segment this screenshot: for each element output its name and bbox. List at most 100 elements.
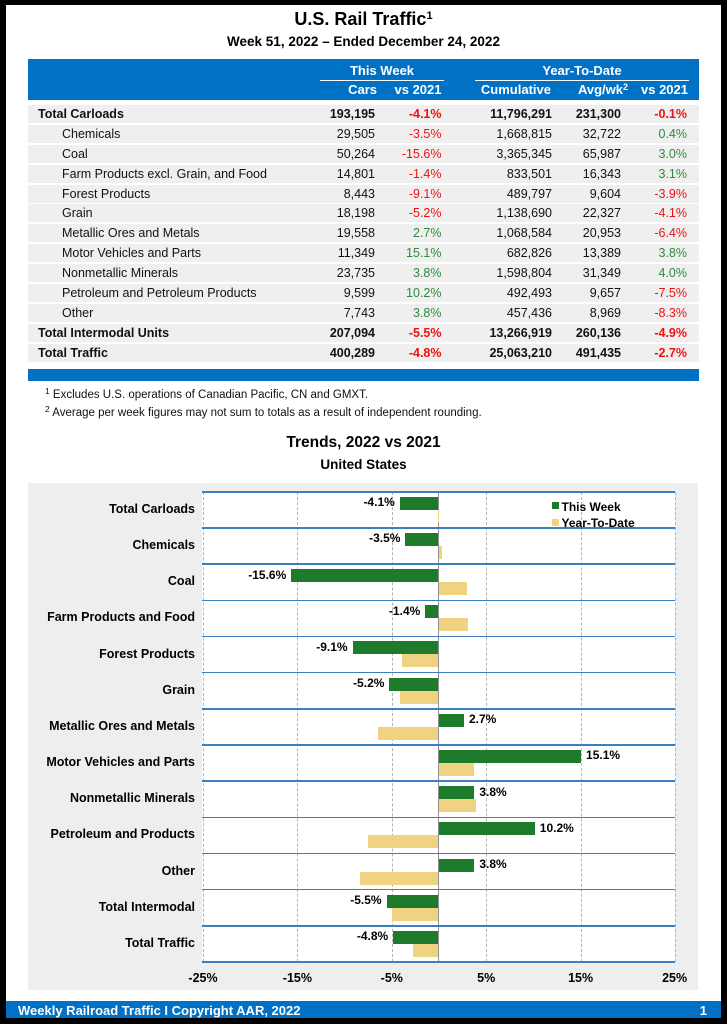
group-underline-this-week [320, 79, 444, 81]
row-value: 682,826 [506, 246, 552, 261]
page-title: U.S. Rail Traffic1 [0, 9, 727, 30]
row-value: 3.0% [658, 146, 688, 161]
row-value: 457,436 [506, 306, 552, 321]
bar-year-to-date [392, 907, 439, 921]
table-row: Other 7,743 3.8% 457,436 8,969 -8.3% [28, 304, 699, 323]
row-value: 8,443 [343, 186, 375, 201]
footer-bar: Weekly Railroad Traffic I Copyright AAR,… [6, 1001, 721, 1018]
category-separator [202, 671, 675, 674]
row-value: 25,063,210 [489, 346, 552, 361]
gridline-5% [486, 492, 488, 962]
row-value: 7,743 [343, 306, 375, 321]
bar-this-week [438, 786, 475, 800]
row-value: -3.9% [654, 186, 687, 201]
row-label: Nonmetallic Minerals [62, 266, 179, 281]
page-title-text: U.S. Rail Traffic [294, 9, 427, 29]
table-row: Forest Products 8,443 -9.1% 489,797 9,604 -3.… [28, 184, 699, 203]
table-bottom-bar [28, 369, 699, 382]
gridline-15% [580, 492, 582, 962]
page-subtitle: Week 51, 2022 – Ended December 24, 2022 [227, 34, 500, 49]
row-value: 1,138,690 [496, 206, 552, 221]
bar-this-week [386, 894, 439, 908]
chart-category-label: Total Traffic [125, 935, 195, 950]
footer-page-number: 1 [699, 1002, 707, 1018]
bar-this-week [405, 532, 439, 546]
legend-label-year-to-date: Year-To-Date [561, 516, 635, 531]
category-separator [202, 780, 675, 782]
bar-year-to-date [360, 871, 439, 885]
bar-year-to-date [401, 654, 439, 668]
row-value: -4.9% [654, 326, 687, 341]
row-value: -9.1% [408, 186, 442, 201]
row-value: -4.1% [654, 206, 687, 221]
chart-category-label: Nonmetallic Minerals [69, 791, 195, 806]
chart-category-label: Chemicals [132, 538, 195, 553]
chart-category-label: Grain [162, 682, 195, 697]
table-row: Motor Vehicles and Parts 11,349 15.1% 682,8… [28, 244, 699, 263]
category-separator [202, 816, 675, 819]
category-separator [202, 925, 675, 927]
table-row: Nonmetallic Minerals 23,735 3.8% 1,598,804 3… [28, 264, 699, 283]
row-value: 1,598,804 [496, 266, 552, 281]
chart-category-label: Farm Products and Food [47, 610, 195, 625]
gridline--25% [203, 492, 204, 962]
bar-value-label: 15.1% [586, 748, 621, 763]
bar-value-label: -5.5% [350, 893, 382, 908]
table-row: Metallic Ores and Metals 19,558 2.7% 1,068,… [28, 224, 699, 243]
table-row: Total Traffic 400,289 -4.8% 25,063,210 491,4… [28, 344, 699, 363]
chart-category-label: Petroleum and Products [50, 827, 195, 842]
row-value: 400,289 [329, 346, 375, 361]
bar-value-label: -15.6% [248, 567, 287, 582]
row-value: 50,264 [336, 146, 375, 161]
row-value: 9,604 [589, 186, 621, 201]
table-row: Grain 18,198 -5.2% 1,138,690 22,327 -4.1% [28, 204, 699, 223]
chart-category-label: Motor Vehicles and Parts [46, 755, 195, 770]
row-label: Chemicals [62, 126, 121, 141]
row-value: 8,969 [589, 306, 621, 321]
bar-value-label: -3.5% [369, 531, 401, 546]
row-value: 2.7% [413, 226, 442, 241]
row-label: Petroleum and Petroleum Products [62, 286, 257, 301]
category-separator [202, 852, 675, 855]
table-row: Farm Products excl. Grain, and Food 14,80… [28, 164, 699, 183]
row-label: Grain [62, 206, 93, 221]
col-header-cumulative: Cumulative [480, 81, 551, 97]
footer-text: Weekly Railroad Traffic I Copyright AAR,… [18, 1002, 301, 1018]
table-row: Total Carloads 193,195 -4.1% 11,796,291 231,… [28, 104, 699, 123]
row-value: 0.4% [658, 126, 688, 141]
row-value: 15.1% [406, 246, 442, 261]
x-tick-label: -5% [380, 970, 403, 985]
row-label: Forest Products [62, 186, 151, 201]
category-separator [202, 527, 675, 529]
row-label: Farm Products excl. Grain, and Food [62, 166, 267, 181]
plot-bottom-border [202, 961, 675, 963]
row-value: -4.8% [408, 346, 442, 361]
bar-year-to-date [378, 726, 439, 740]
bar-year-to-date [438, 582, 467, 596]
legend-swatch-year-to-date [551, 518, 559, 526]
col-header-avg-wk-superscript: 2 [622, 81, 628, 92]
bar-this-week [425, 605, 439, 619]
col-header-avg-wk-text: Avg/wk [577, 81, 623, 97]
chart-category-label: Metallic Ores and Metals [49, 718, 195, 733]
row-value: 4.0% [658, 266, 688, 281]
row-value: 31,349 [582, 266, 621, 281]
row-value: 13,389 [582, 246, 621, 261]
row-value: 16,343 [582, 166, 621, 181]
col-header-wk-vs-2021: vs 2021 [394, 81, 442, 97]
row-value: 3,365,345 [496, 146, 552, 161]
row-label: Total Carloads [38, 106, 124, 121]
row-value: 491,435 [575, 346, 621, 361]
bar-value-label: -5.2% [353, 676, 385, 691]
row-value: 833,501 [506, 166, 552, 181]
row-label: Metallic Ores and Metals [62, 226, 200, 241]
row-value: 3.1% [658, 166, 688, 181]
row-value: -7.5% [654, 286, 687, 301]
table-row: Chemicals 29,505 -3.5% 1,668,815 32,722 0.4% [28, 124, 699, 143]
bar-this-week [438, 822, 535, 836]
row-value: 489,797 [506, 186, 552, 201]
table-header: This Week Year-To-Date Cars vs 2021 Cumu… [28, 59, 699, 100]
row-value: 1,668,815 [496, 126, 552, 141]
row-value: -4.1% [408, 106, 442, 121]
